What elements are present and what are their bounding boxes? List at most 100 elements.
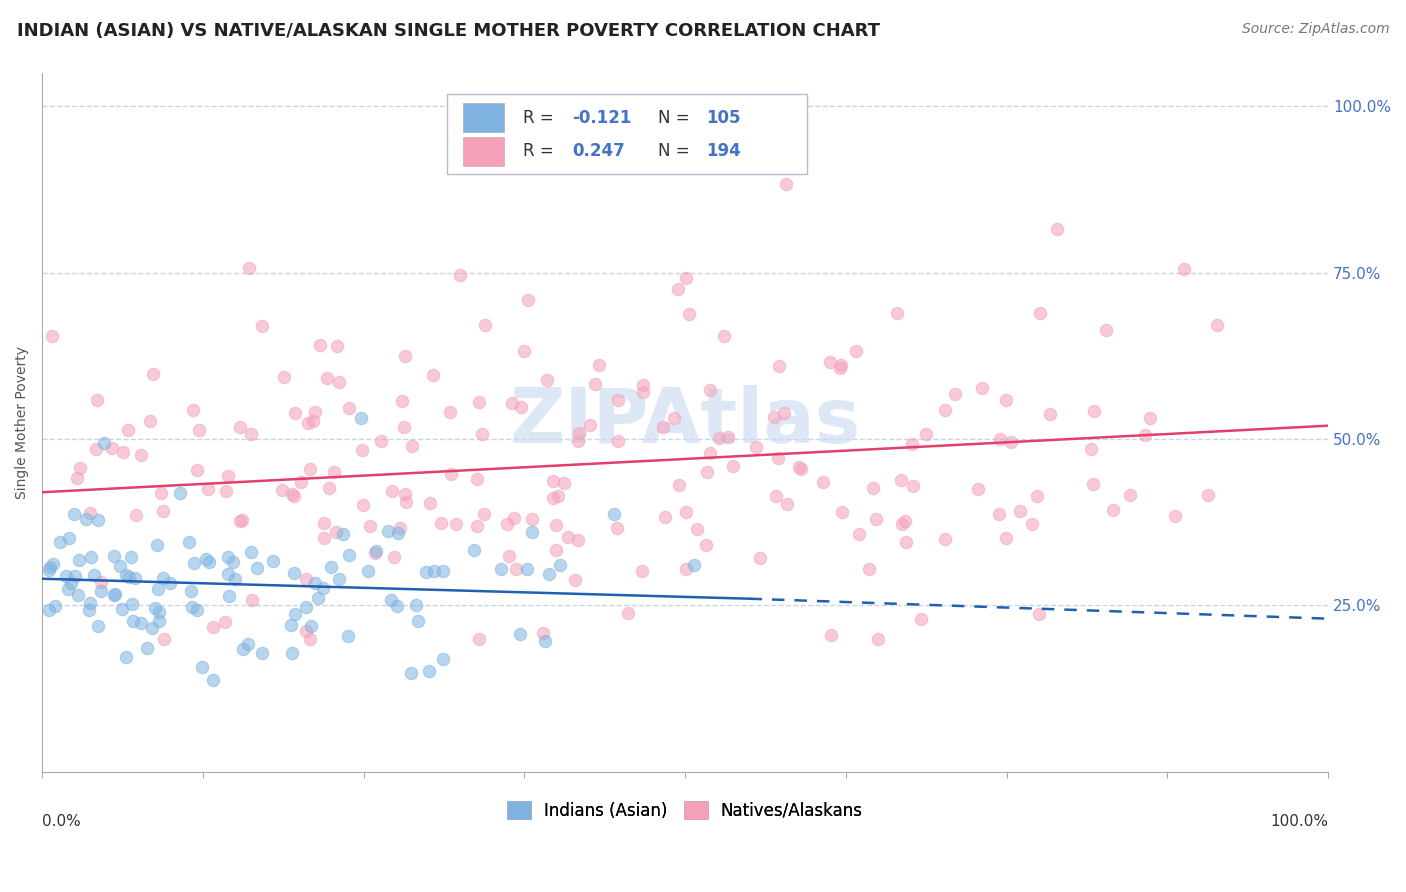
Point (115, 650, 138, 665)
Point (103, 587, 125, 601)
Point (995, 532, 1018, 546)
Point (548, 558, 571, 572)
Point (723, 458, 745, 473)
Point (988, 433, 1011, 447)
Point (366, 544, 388, 558)
Point (516, 562, 538, 576)
Point (250, 646, 273, 660)
Point (432, 564, 454, 578)
Point (114, 568, 136, 582)
Point (865, 512, 887, 526)
Point (84, 442, 107, 456)
Point (686, 522, 709, 536)
Point (79, 506, 101, 520)
Point (868, 632, 890, 646)
Point (183, 556, 205, 570)
Point (567, 434, 589, 448)
Point (218, 566, 240, 581)
Point (304, 405, 326, 419)
Point (1118, 488, 1140, 502)
Point (304, 576, 326, 591)
Point (80, 549, 103, 564)
Point (675, 505, 697, 519)
Point (370, 434, 392, 448)
Text: 100.0%: 100.0% (1270, 814, 1329, 829)
Point (1133, 428, 1156, 442)
Point (699, 446, 721, 460)
Point (86, 513, 108, 527)
Point (197, 482, 219, 496)
Point (553, 476, 575, 491)
Point (202, 673, 225, 687)
Point (169, 486, 191, 500)
Point (238, 261, 260, 276)
Point (326, 339, 349, 353)
Point (858, 562, 880, 576)
Point (232, 642, 254, 657)
Point (520, 524, 543, 539)
Point (607, 434, 630, 448)
Point (152, 632, 174, 646)
Point (152, 504, 174, 518)
Point (148, 605, 170, 619)
Point (150, 485, 173, 500)
Point (790, 462, 813, 476)
Point (890, 473, 912, 487)
Point (120, 549, 142, 564)
Point (60, 576, 83, 591)
Point (970, 381, 993, 395)
Point (218, 590, 240, 604)
Point (934, 533, 956, 547)
Point (332, 527, 354, 541)
Point (103, 549, 125, 564)
Point (546, 517, 568, 532)
Point (1028, 607, 1050, 621)
Point (910, 612, 932, 626)
Point (283, 489, 305, 503)
Point (66, 588, 89, 602)
Point (630, 564, 652, 578)
Point (439, 405, 461, 419)
Point (405, 598, 427, 612)
Text: Source: ZipAtlas.com: Source: ZipAtlas.com (1241, 22, 1389, 37)
Point (890, 516, 912, 531)
Point (631, 384, 654, 399)
Point (197, 555, 219, 569)
Point (695, 538, 717, 552)
Point (202, 620, 225, 634)
Point (415, 565, 437, 579)
Point (501, 396, 523, 410)
Point (419, 496, 441, 510)
Point (228, 514, 250, 528)
Point (280, 486, 302, 500)
Point (696, 465, 718, 479)
Point (299, 619, 322, 633)
Point (588, 358, 610, 372)
Point (191, 660, 214, 674)
Point (90, 584, 112, 599)
Point (41, 557, 63, 571)
Point (328, 572, 350, 586)
Point (534, 633, 557, 648)
Point (148, 615, 170, 629)
Point (1000, 435, 1022, 450)
Point (503, 511, 526, 525)
Point (328, 375, 350, 389)
Point (468, 395, 491, 409)
Point (352, 499, 374, 513)
Point (380, 593, 402, 607)
Point (467, 471, 489, 485)
Point (262, 554, 284, 568)
Point (228, 419, 250, 434)
Point (392, 420, 415, 434)
Text: INDIAN (ASIAN) VS NATIVE/ALASKAN SINGLE MOTHER POVERTY CORRELATION CHART: INDIAN (ASIAN) VS NATIVE/ALASKAN SINGLE … (17, 22, 880, 40)
Point (129, 448, 152, 462)
Point (894, 514, 917, 528)
Point (1081, 476, 1104, 491)
Text: ZIPAtlas: ZIPAtlas (509, 385, 860, 459)
Point (145, 538, 167, 552)
Point (675, 562, 697, 576)
Point (666, 283, 689, 297)
Point (250, 319, 273, 334)
Point (472, 507, 495, 521)
